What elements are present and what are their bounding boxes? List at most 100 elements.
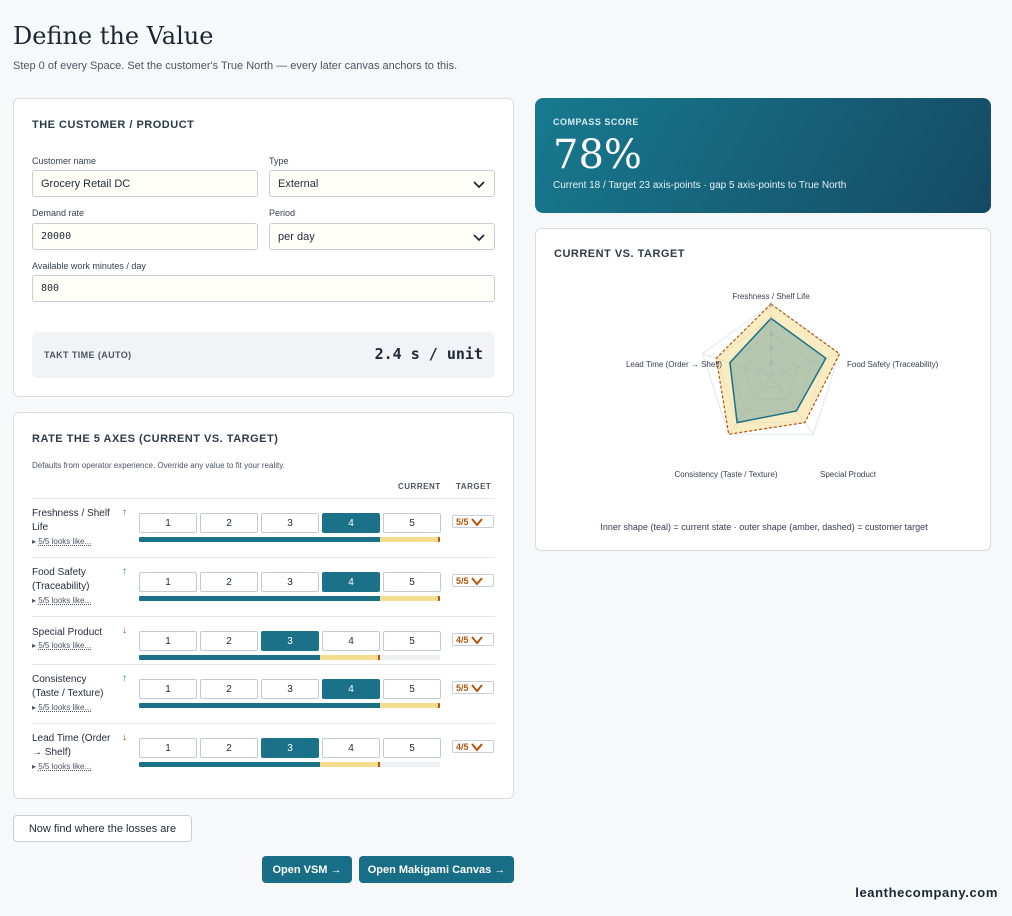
customer-name-field[interactable]: Grocery Retail DC: [32, 170, 258, 197]
target-marker: [377, 762, 380, 767]
compass-score-value: 78%: [553, 132, 642, 178]
radar-chart: 1 2 3 4 5 Freshness / Shelf Life Food Safety (…: [626, 292, 939, 479]
arrow-up-icon: ↑: [122, 507, 127, 518]
looks-like-toggle[interactable]: ▸ 5/5 looks like...: [32, 762, 91, 771]
radar-caption: Inner shape (teal) = current state · out…: [600, 522, 928, 532]
radar-axis-label: Food Safety (Traceability): [847, 360, 939, 369]
axis-name: Lead Time (Order → Shelf): [32, 732, 120, 760]
radar-title: CURRENT VS. TARGET: [554, 248, 686, 260]
rating-button-3[interactable]: 3: [261, 738, 319, 758]
looks-like-label: 5/5 looks like...: [38, 641, 92, 650]
axis-name-line1: Lead Time (Order: [32, 733, 111, 744]
compass-score-summary: Current 18 / Target 23 axis-points · gap…: [553, 180, 847, 191]
rating-button-3[interactable]: 3: [261, 513, 319, 533]
axis-row: Special Product ↓ ▸ 5/5 looks like... 1 2 3 4 5…: [32, 616, 495, 664]
looks-like-toggle[interactable]: ▸ 5/5 looks like...: [32, 596, 91, 605]
compass-score-card: COMPASS SCORE 78% Current 18 / Target 23…: [535, 98, 991, 213]
rating-button-4[interactable]: 4: [322, 631, 380, 651]
rating-button-5[interactable]: 5: [383, 738, 441, 758]
rating-button-2[interactable]: 2: [200, 572, 258, 592]
axis-name: Special Product: [32, 626, 120, 640]
period-value: per day: [278, 230, 315, 243]
arrow-up-icon: ↑: [122, 566, 127, 577]
target-column-header: TARGET: [456, 482, 492, 491]
target-select-value: 4/5: [456, 741, 469, 752]
looks-like-toggle[interactable]: ▸ 5/5 looks like...: [32, 641, 91, 650]
type-select[interactable]: External: [269, 170, 495, 197]
chevron-down-icon: [473, 180, 485, 188]
rating-button-3[interactable]: 3: [261, 631, 319, 651]
axis-row: Lead Time (Order → Shelf) ↓ ▸ 5/5 looks lik…: [32, 723, 495, 782]
rating-button-4[interactable]: 4: [322, 738, 380, 758]
axis-row: Freshness / Shelf Life ↑ ▸ 5/5 looks like..…: [32, 498, 495, 557]
radar-axis-label: Freshness / Shelf Life: [732, 292, 810, 301]
rating-button-1[interactable]: 1: [139, 572, 197, 592]
current-fill: [139, 762, 320, 767]
current-fill: [139, 537, 380, 542]
demand-rate-field[interactable]: 20000: [32, 223, 258, 250]
axes-card: RATE THE 5 AXES (CURRENT VS. TARGET) Def…: [13, 412, 514, 799]
rating-button-5[interactable]: 5: [383, 631, 441, 651]
compass-score-label: COMPASS SCORE: [553, 117, 639, 127]
rating-button-2[interactable]: 2: [200, 679, 258, 699]
axis-name: Freshness / Shelf Life: [32, 507, 120, 535]
axis-name-line1: Freshness / Shelf: [32, 508, 110, 519]
demand-rate-label: Demand rate: [32, 208, 85, 218]
rating-button-1[interactable]: 1: [139, 738, 197, 758]
target-select-value: 5/5: [456, 516, 469, 527]
rating-button-4[interactable]: 4: [322, 679, 380, 699]
open-vsm-button[interactable]: Open VSM →: [262, 856, 352, 883]
progress-bar: [139, 537, 440, 542]
rating-button-1[interactable]: 1: [139, 631, 197, 651]
progress-bar: [139, 703, 440, 708]
radar-current-shape: [729, 317, 827, 424]
footer-brand: leanthecompany.com: [855, 885, 998, 900]
target-marker: [377, 655, 380, 660]
radar-target-shape: [715, 303, 841, 435]
work-minutes-field[interactable]: 800: [32, 275, 495, 302]
target-select[interactable]: 5/5: [452, 515, 494, 528]
period-select[interactable]: per day: [269, 223, 495, 250]
target-marker: [438, 596, 440, 601]
takt-time-value: 2.4 s / unit: [374, 345, 483, 363]
rating-button-2[interactable]: 2: [200, 738, 258, 758]
rating-button-3[interactable]: 3: [261, 572, 319, 592]
rating-button-2[interactable]: 2: [200, 513, 258, 533]
rating-button-2[interactable]: 2: [200, 631, 258, 651]
chevron-down-icon: [470, 635, 483, 645]
axis-name: Food Safety (Traceability): [32, 566, 120, 594]
target-select[interactable]: 5/5: [452, 681, 494, 694]
type-label: Type: [269, 156, 289, 166]
open-makigami-button[interactable]: Open Makigami Canvas →: [359, 856, 514, 883]
looks-like-toggle[interactable]: ▸ 5/5 looks like...: [32, 703, 91, 712]
chevron-down-icon: [470, 683, 483, 693]
target-marker: [438, 703, 440, 708]
looks-like-toggle[interactable]: ▸ 5/5 looks like...: [32, 537, 91, 546]
radar-ring-label: 4: [769, 317, 773, 323]
current-column-header: CURRENT: [398, 482, 441, 491]
current-fill: [139, 703, 380, 708]
find-losses-button[interactable]: Now find where the losses are: [13, 815, 192, 842]
looks-like-label: 5/5 looks like...: [38, 703, 92, 712]
chevron-down-icon: [470, 576, 483, 586]
looks-like-label: 5/5 looks like...: [38, 537, 92, 546]
axis-name: Consistency (Taste / Texture): [32, 673, 120, 701]
customer-card: THE CUSTOMER / PRODUCT Customer name Gro…: [13, 98, 514, 397]
rating-button-4[interactable]: 4: [322, 513, 380, 533]
chevron-down-icon: [473, 233, 485, 241]
rating-button-1[interactable]: 1: [139, 679, 197, 699]
rating-button-3[interactable]: 3: [261, 679, 319, 699]
target-select[interactable]: 5/5: [452, 574, 494, 587]
page-subtitle: Step 0 of every Space. Set the customer'…: [13, 60, 458, 72]
target-select[interactable]: 4/5: [452, 633, 494, 646]
rating-button-4[interactable]: 4: [322, 572, 380, 592]
rating-button-1[interactable]: 1: [139, 513, 197, 533]
rating-button-5[interactable]: 5: [383, 572, 441, 592]
target-select[interactable]: 4/5: [452, 740, 494, 753]
radar-card: CURRENT VS. TARGET 1 2 3 4 5 Freshness / Shel…: [535, 228, 991, 551]
rating-button-5[interactable]: 5: [383, 513, 441, 533]
rating-button-5[interactable]: 5: [383, 679, 441, 699]
